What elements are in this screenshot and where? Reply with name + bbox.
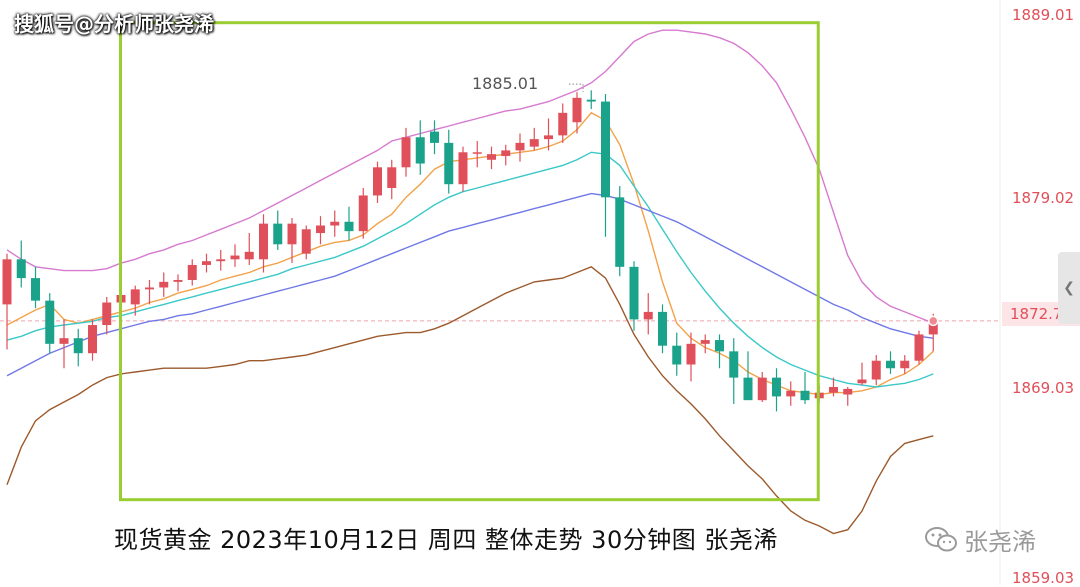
candle-body: [786, 390, 796, 397]
price-axis-label-2: 1879.02: [1012, 189, 1075, 207]
candle-body: [886, 360, 895, 369]
candle-body: [2, 259, 12, 305]
chart-caption: 现货黄金 2023年10月12日 周四 整体走势 30分钟图 张尧浠: [114, 526, 778, 554]
candle-body: [45, 300, 55, 344]
candle-body: [928, 321, 938, 335]
watermark: 搜狐号@分析师张尧浠: [14, 12, 214, 36]
candle-body: [73, 338, 83, 354]
candle-body: [259, 223, 268, 260]
boll-upper-line: [6, 29, 934, 324]
candle-body: [743, 377, 753, 401]
candle-body: [829, 387, 838, 393]
candle-body: [301, 229, 311, 254]
candle-body: [444, 142, 454, 185]
candle-body: [159, 281, 169, 288]
candle-body: [586, 99, 596, 102]
candle-body: [102, 302, 112, 326]
candle-body: [572, 97, 582, 123]
ma30-line: [6, 192, 934, 377]
ma10-line: [6, 151, 934, 388]
candle-body: [59, 338, 69, 344]
candle-body: [615, 197, 625, 267]
candle-body: [672, 345, 682, 365]
candle-body: [187, 264, 197, 280]
candle-body: [330, 221, 340, 226]
candle-body: [344, 221, 354, 232]
candle-body: [387, 167, 397, 188]
candle-body: [273, 223, 283, 245]
candle-body: [401, 137, 411, 168]
price-axis-label-3: 1869.03: [1012, 379, 1075, 397]
candle-body: [700, 340, 710, 344]
candle-body: [202, 261, 211, 265]
candle-body: [857, 379, 867, 384]
chevron-left-icon: ❮: [1063, 280, 1075, 296]
price-axis-label-bottom: 1859.03: [1012, 569, 1075, 587]
candle-body: [544, 135, 553, 140]
candle-body: [515, 142, 525, 151]
candle-body: [145, 287, 154, 290]
candle-body: [772, 377, 781, 397]
candle-body: [358, 195, 368, 232]
candle-body: [658, 311, 667, 346]
ma5-line: [6, 111, 934, 396]
candle-body: [529, 139, 539, 147]
candle-body: [415, 137, 425, 164]
candle-body: [871, 360, 881, 380]
wechat-icon: [925, 526, 957, 551]
candle-body: [601, 101, 610, 198]
current-price-dot: [928, 315, 939, 327]
wechat-signature: 张尧浠: [924, 522, 1036, 557]
candle-body: [715, 340, 724, 352]
candle-body: [130, 289, 140, 305]
candle-body: [430, 131, 439, 143]
candle-body: [216, 259, 226, 262]
candle-body: [373, 167, 382, 196]
candle-body: [458, 152, 468, 185]
highlight-box: [119, 21, 820, 502]
candle-body: [757, 377, 767, 401]
wechat-name: 张尧浠: [964, 528, 1036, 556]
collapse-tab[interactable]: ❮: [1058, 252, 1080, 324]
candle-body: [729, 351, 739, 378]
candle-body: [558, 112, 568, 136]
candle-body: [244, 251, 254, 260]
candle-body: [900, 360, 910, 369]
candle-body: [686, 343, 696, 365]
candle-body: [914, 334, 924, 361]
candle-body: [643, 311, 653, 320]
candle-body: [16, 259, 26, 279]
candle-body: [316, 225, 325, 234]
peak-price-label: 1885.01: [472, 74, 539, 93]
candle-body: [800, 390, 810, 401]
candle-body: [501, 150, 511, 157]
candle-body: [472, 152, 482, 154]
candle-body: [88, 325, 97, 354]
candle-body: [230, 255, 240, 260]
boll-lower-line: [6, 265, 934, 535]
candle-body: [173, 279, 183, 282]
candle-body: [843, 388, 853, 395]
candle-body: [31, 278, 40, 301]
candle-body: [287, 223, 297, 245]
candle-body: [629, 266, 639, 320]
price-axis-label-top: 1889.01: [1012, 6, 1075, 24]
candle-body: [487, 154, 496, 160]
